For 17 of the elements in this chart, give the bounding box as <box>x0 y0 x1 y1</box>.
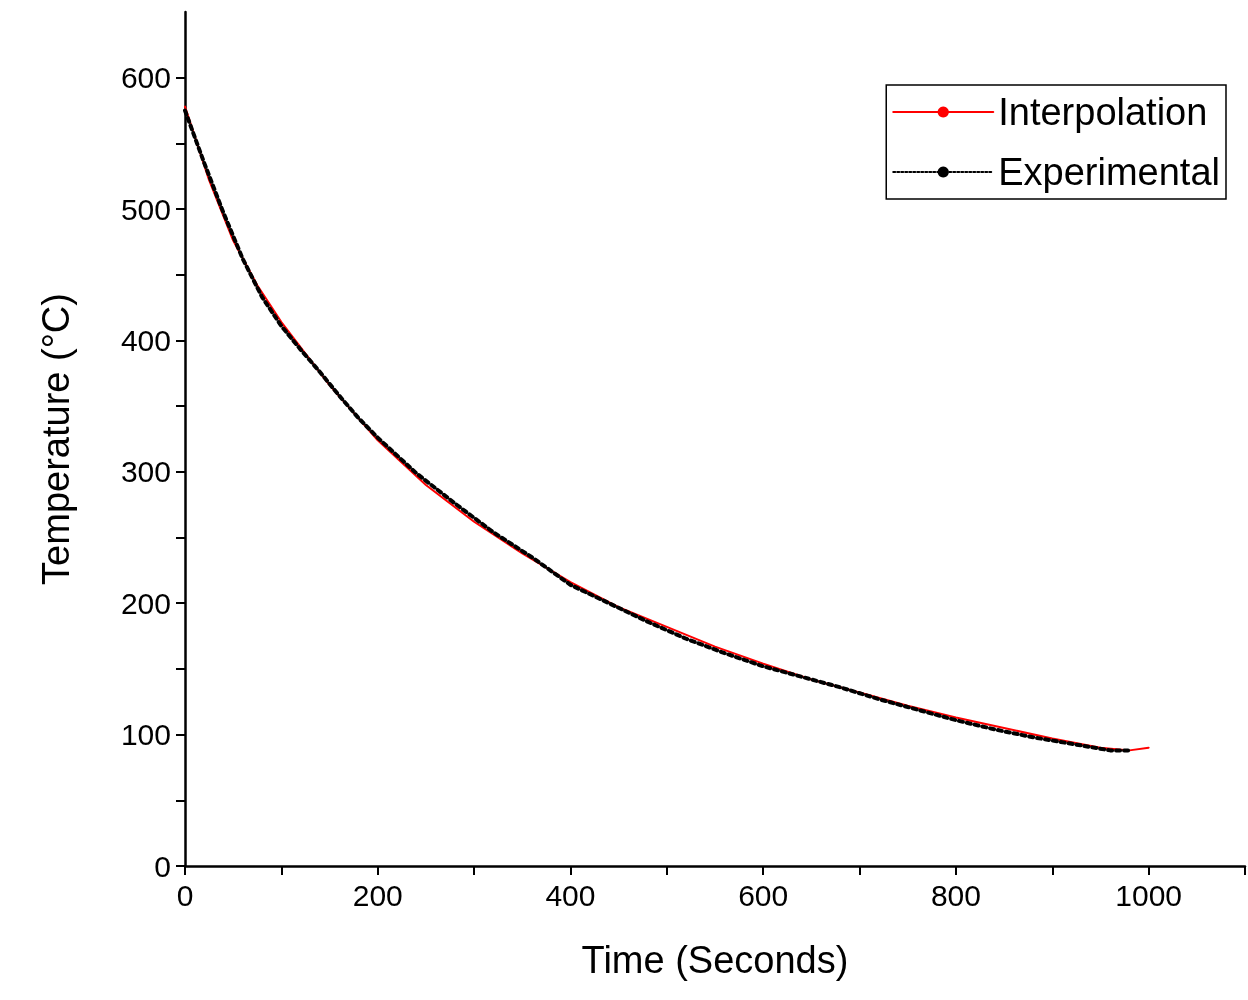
y-axis-title: Temperature (°C) <box>35 293 77 585</box>
x-tick-label: 200 <box>352 878 403 912</box>
y-tick-label: 600 <box>120 61 171 95</box>
x-tick-label: 800 <box>930 878 981 912</box>
y-tick-label: 500 <box>120 192 171 226</box>
x-tick-label: 400 <box>545 878 596 912</box>
y-tick-label: 400 <box>120 323 171 357</box>
x-tick-label: 1000 <box>1115 878 1183 912</box>
x-tick-label: 0 <box>176 878 194 912</box>
y-tick-label: 0 <box>154 849 171 883</box>
legend-label: Interpolation <box>998 91 1208 133</box>
y-tick-label: 200 <box>120 586 171 620</box>
y-tick-label: 300 <box>120 455 171 489</box>
x-axis-title: Time (Seconds) <box>581 939 849 981</box>
y-tick-label: 100 <box>120 718 171 752</box>
legend-label: Experimental <box>998 151 1220 193</box>
x-tick-label: 600 <box>738 878 789 912</box>
